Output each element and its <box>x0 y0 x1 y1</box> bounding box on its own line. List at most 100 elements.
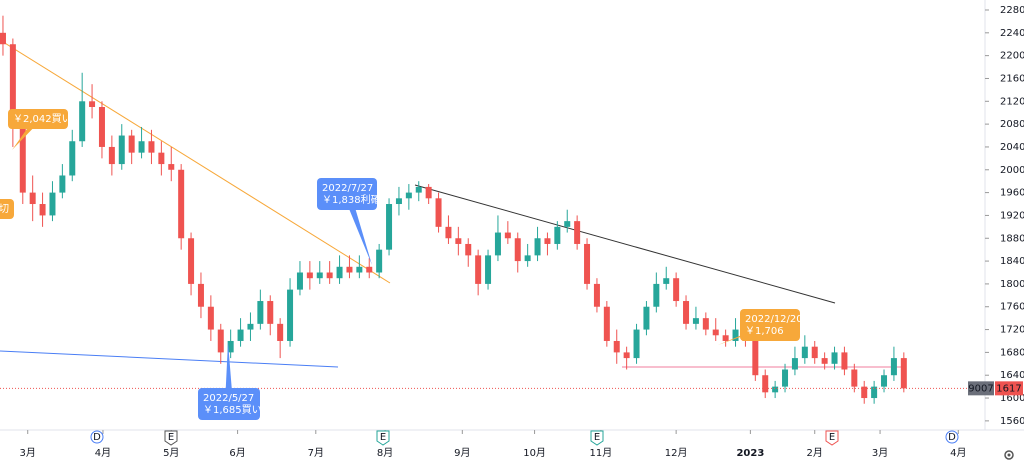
candle-body <box>445 226 452 239</box>
candle-body <box>9 44 16 125</box>
candle-body <box>871 386 878 399</box>
candle-body <box>376 249 383 273</box>
candle-body <box>633 329 640 359</box>
y-tick-label: 1800 <box>1000 279 1024 290</box>
candle-body <box>544 238 551 244</box>
candle-body <box>79 101 86 142</box>
y-tick-label: 1760 <box>1000 302 1024 313</box>
y-tick-label: 1680 <box>1000 347 1024 358</box>
candle-body <box>29 192 36 205</box>
candle-body <box>524 255 531 262</box>
candle-body <box>841 352 848 370</box>
candle-body <box>782 369 789 387</box>
candle-body <box>267 301 274 324</box>
candle-body <box>692 318 699 324</box>
y-tick-label: 2200 <box>1000 51 1024 62</box>
x-tick-label: 9月 <box>454 447 470 459</box>
candle-body <box>752 340 759 376</box>
candle-body <box>405 192 412 199</box>
annotation: 2022/7/27￥1,838利確 <box>317 178 381 265</box>
candle-body <box>0 32 6 45</box>
y-tick-label: 1640 <box>1000 370 1024 381</box>
x-tick-label: 3月 <box>20 447 36 459</box>
trend-line <box>0 39 391 284</box>
candle-body <box>613 340 620 353</box>
x-tick-label: 11月 <box>590 447 613 459</box>
x-tick-label: 6月 <box>229 447 245 459</box>
candle-body <box>356 266 363 273</box>
x-tick-label: 5月 <box>163 447 179 459</box>
candle-body <box>217 329 224 353</box>
candle-body <box>851 369 858 387</box>
settings-icon[interactable] <box>1004 450 1014 460</box>
trend-line <box>0 350 339 368</box>
y-tick-label: 2120 <box>1000 96 1024 107</box>
annotation-text: ￥2,042買い <box>13 113 72 125</box>
candle-body <box>673 278 680 302</box>
candle-body <box>791 358 798 370</box>
y-tick-label: 1560 <box>1000 416 1024 427</box>
symbol-tag: 9007 <box>968 383 993 394</box>
x-tick-label: 4月 <box>95 447 111 459</box>
trend-line <box>414 184 836 304</box>
annotation-text: ￥1,838利確 <box>322 193 381 206</box>
event-label: E <box>594 432 600 443</box>
candle-body <box>296 272 303 290</box>
candle-body <box>584 243 591 284</box>
candle-body <box>395 198 402 205</box>
symbol-tag-box <box>968 381 994 396</box>
candle-body <box>306 272 313 279</box>
annotation: 2022/5/27￥1,685買い <box>198 342 262 420</box>
y-tick-label: 1600 <box>1000 393 1024 404</box>
candle-body <box>504 232 511 239</box>
event-icon <box>376 430 390 446</box>
annotation: 切 <box>0 199 14 219</box>
event-icon <box>825 430 839 446</box>
candle-body <box>98 107 105 147</box>
y-tick-label: 2080 <box>1000 119 1024 130</box>
x-tick-label: 2月 <box>807 447 823 459</box>
candle-body <box>207 306 214 330</box>
candle-body <box>514 238 521 262</box>
y-tick-label: 1880 <box>1000 233 1024 244</box>
y-tick-label: 2280 <box>1000 5 1024 16</box>
candle-body <box>227 340 234 353</box>
candle-body <box>465 243 472 256</box>
candle-body <box>49 192 56 216</box>
annotation-box <box>8 109 68 129</box>
y-tick-label: 1960 <box>1000 188 1024 199</box>
candle-body <box>138 141 145 153</box>
candle-body <box>494 232 501 256</box>
y-tick-label: 2240 <box>1000 28 1024 39</box>
y-tick-label: 1920 <box>1000 210 1024 221</box>
x-tick-label: 10月 <box>523 447 546 459</box>
candle-body <box>801 346 808 359</box>
candle-body <box>683 301 690 324</box>
y-tick-label: 2040 <box>1000 142 1024 153</box>
candle-body <box>366 266 373 273</box>
candle-body <box>702 318 709 330</box>
candle-body <box>485 255 492 284</box>
x-tick-label: 7月 <box>308 447 324 459</box>
annotation-text: ￥1,706 <box>745 326 784 337</box>
candle-body <box>39 204 46 216</box>
annotation-text: ￥1,685買い <box>203 404 262 416</box>
candle-body <box>197 283 204 307</box>
candle-body <box>247 323 254 330</box>
candle-body <box>623 352 630 359</box>
candle-body <box>19 124 26 193</box>
candle-body <box>415 186 422 193</box>
candle-body <box>455 238 462 244</box>
candle-body <box>762 375 769 393</box>
event-icon <box>945 430 959 444</box>
event-icon <box>90 430 104 444</box>
x-tick-label: 12月 <box>665 447 688 459</box>
annotation: 2022/12/20￥1,706 <box>718 309 803 345</box>
annotation-pointer <box>343 194 372 265</box>
annotation-text: 切 <box>0 203 9 215</box>
candle-body <box>603 306 610 341</box>
event-icon <box>590 430 604 446</box>
candle-body <box>158 152 165 165</box>
candle-body <box>128 135 135 153</box>
